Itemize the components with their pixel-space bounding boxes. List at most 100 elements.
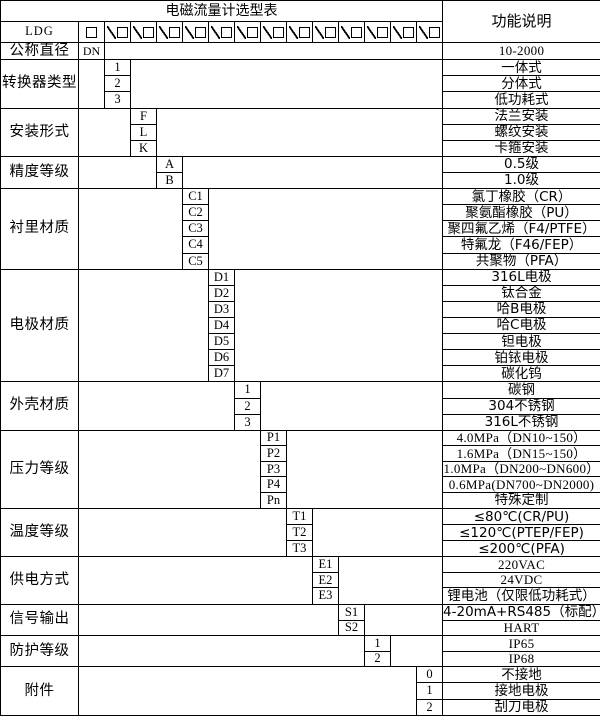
description-cell-6-2: 316L不锈钢 (442, 413, 600, 431)
description-cell-8-1: ≤120℃(PTEP/FEP) (442, 524, 600, 542)
code-cell-5-2: D3 (208, 300, 235, 318)
code-cell-4-1: C2 (182, 204, 209, 222)
description-cell-9-2: 锂电池（仅限低功耗式） (442, 587, 600, 605)
description-cell-8-0: ≤80℃(CR/PU) (442, 508, 600, 526)
slash-icon (159, 25, 168, 39)
description-cell-4-4: 共聚物（PFA） (442, 252, 600, 270)
empty-square-icon (377, 26, 388, 38)
description-cell-7-4: 特殊定制 (442, 491, 600, 510)
code-cell-9-2: E3 (312, 587, 339, 605)
section-gap-left-11 (78, 635, 365, 668)
section-gap-left-5 (78, 268, 209, 383)
empty-square-icon (221, 26, 232, 38)
description-cell-1-0: 一体式 (442, 59, 600, 77)
description-cell-10-0: 4-20mA+RS485（标配） (442, 603, 600, 621)
description-cell-5-3: 哈C电极 (442, 316, 600, 335)
code-cell-12-2: 2 (415, 698, 444, 716)
model-slot-box-6 (234, 21, 261, 43)
section-gap-left-2 (78, 107, 131, 157)
empty-square-icon (247, 26, 258, 38)
description-cell-7-1: 1.6MPa（DN15~150） (442, 445, 600, 462)
section-label-0: 公称直径 (0, 41, 79, 61)
code-cell-11-0: 1 (364, 635, 391, 652)
section-label-9: 供电方式 (0, 556, 79, 605)
code-cell-5-0: D1 (208, 268, 235, 286)
code-cell-4-4: C5 (182, 252, 209, 270)
section-label-1: 转换器类型 (0, 59, 79, 109)
description-cell-7-0: 4.0MPa（DN10~150） (442, 429, 600, 447)
code-cell-6-1: 2 (234, 397, 261, 415)
section-span-0 (103, 41, 444, 61)
empty-square-icon (325, 26, 336, 38)
description-cell-4-3: 特氟龙（F46/FEP） (442, 236, 600, 254)
code-cell-8-0: T1 (286, 508, 313, 526)
table-title: 电磁流量计选型表 (0, 0, 444, 22)
slash-icon (289, 25, 298, 39)
section-gap-left-4 (78, 188, 183, 270)
code-cell-3-1: B (156, 171, 183, 190)
description-cell-8-2: ≤200℃(PFA) (442, 540, 600, 558)
section-gap-right-7 (285, 429, 444, 510)
description-cell-11-1: IP68 (442, 650, 600, 668)
description-cell-10-1: HART (442, 619, 600, 637)
slash-icon (107, 25, 116, 39)
slash-icon (315, 25, 324, 39)
model-slot-box-0 (78, 21, 105, 43)
model-slot-box-3 (156, 21, 183, 43)
empty-square-icon (195, 26, 206, 38)
code-cell-7-2: P3 (260, 460, 287, 478)
section-gap-right-9 (337, 556, 444, 605)
description-cell-5-6: 碳化钨 (442, 365, 600, 383)
model-slot-box-7 (260, 21, 287, 43)
description-cell-6-1: 304不锈钢 (442, 397, 600, 415)
description-cell-9-0: 220VAC (442, 556, 600, 573)
code-cell-7-1: P2 (260, 445, 287, 462)
code-cell-8-2: T3 (286, 540, 313, 558)
model-prefix-cell: LDG (0, 21, 79, 43)
code-cell-2-0: F (130, 107, 157, 125)
code-cell-4-0: C1 (182, 188, 209, 206)
description-cell-5-4: 钽电极 (442, 333, 600, 351)
empty-square-icon (299, 26, 310, 38)
slash-icon (133, 25, 142, 39)
description-cell-1-1: 分体式 (442, 75, 600, 93)
description-cell-7-3: 0.6MPa(DN700~DN2000) (442, 476, 600, 493)
code-cell-12-1: 1 (415, 682, 444, 700)
description-cell-4-0: 氯丁橡胶（CR） (442, 188, 600, 206)
slash-icon (185, 25, 194, 39)
empty-square-icon (403, 26, 414, 38)
code-cell-2-2: K (130, 139, 157, 157)
description-cell-2-0: 法兰安装 (442, 107, 600, 125)
description-cell-5-5: 铂铱电极 (442, 349, 600, 367)
description-cell-4-2: 聚四氟乙烯（F4/PTFE） (442, 220, 600, 238)
section-gap-left-1 (78, 59, 105, 109)
section-gap-right-10 (363, 603, 444, 637)
empty-square-icon (143, 26, 154, 38)
slash-icon (341, 25, 350, 39)
description-cell-3-0: 0.5级 (442, 155, 600, 173)
slash-icon (237, 25, 246, 39)
model-slot-box-1 (104, 21, 131, 43)
section-label-12: 附件 (0, 666, 79, 716)
section-label-8: 温度等级 (0, 508, 79, 558)
section-gap-left-7 (78, 429, 261, 510)
slash-icon (211, 25, 220, 39)
code-cell-11-1: 2 (364, 650, 391, 668)
code-cell-8-1: T2 (286, 524, 313, 542)
code-cell-10-0: S1 (338, 603, 365, 621)
code-cell-7-4: Pn (260, 491, 287, 510)
function-description-header: 功能说明 (442, 0, 600, 43)
code-cell-7-3: P4 (260, 476, 287, 493)
description-cell-6-0: 碳钢 (442, 381, 600, 399)
model-slot-box-8 (286, 21, 313, 43)
section-gap-left-8 (78, 508, 287, 558)
section-gap-right-8 (311, 508, 444, 558)
code-cell-9-1: E2 (312, 571, 339, 589)
empty-square-icon (86, 26, 97, 38)
code-cell-7-0: P1 (260, 429, 287, 447)
section-gap-right-6 (259, 381, 444, 431)
code-cell-3-0: A (156, 155, 183, 173)
section-gap-left-6 (78, 381, 235, 431)
